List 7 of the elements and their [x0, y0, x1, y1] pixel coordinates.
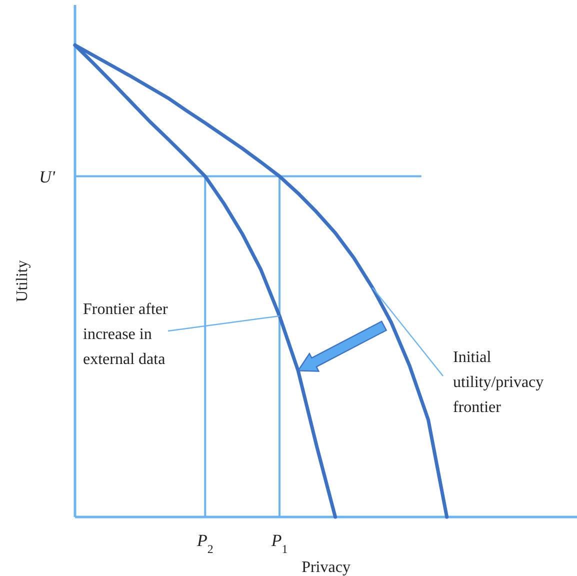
annotation: Initial utility/privacy frontier: [453, 349, 544, 416]
ref-line-label: U': [39, 167, 56, 186]
x-axis-title: Privacy: [302, 559, 350, 576]
x-tick-label: P$_{2}$: [196, 531, 214, 556]
x-tick-label: P$_{1}$: [270, 531, 288, 556]
annotation: Frontier after increase in external data: [83, 301, 169, 368]
y-axis-title: Utility: [14, 260, 31, 302]
